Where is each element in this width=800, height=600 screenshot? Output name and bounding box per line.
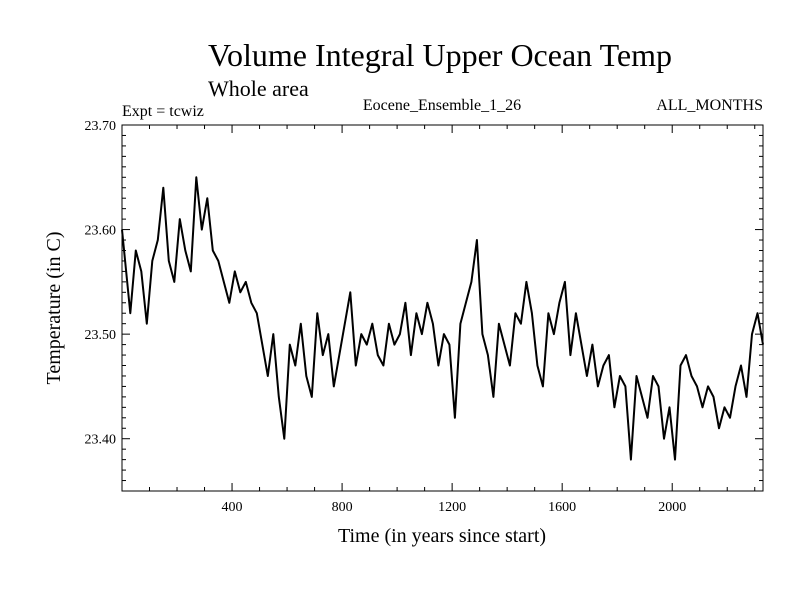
axis-ticks [122,124,763,492]
plot-frame [121,124,764,492]
annotation-months: ALL_MONTHS [656,97,763,114]
y-tick-label: 23.70 [85,119,117,134]
x-tick-label: 2000 [658,500,686,515]
chart-title: Volume Integral Upper Ocean Temp [208,37,672,73]
y-tick-label: 23.40 [85,433,117,448]
y-axis-label: Temperature (in C) [43,232,65,385]
x-tick-label: 1600 [548,500,576,515]
chart-subtitle: Whole area [208,76,309,101]
annotation-ensemble: Eocene_Ensemble_1_26 [363,97,521,114]
x-tick-label: 800 [332,500,353,515]
annotation-expt: Expt = tcwiz [122,103,204,120]
series-line [121,176,764,461]
x-tick-label: 400 [222,500,243,515]
x-tick-label: 1200 [438,500,466,515]
x-axis-label: Time (in years since start) [338,525,546,547]
y-tick-label: 23.50 [85,328,117,343]
y-tick-label: 23.60 [85,224,117,239]
tick-labels: 400 800 1200 1600 2000 23.40 23.50 23.60 23.70 [85,119,687,515]
